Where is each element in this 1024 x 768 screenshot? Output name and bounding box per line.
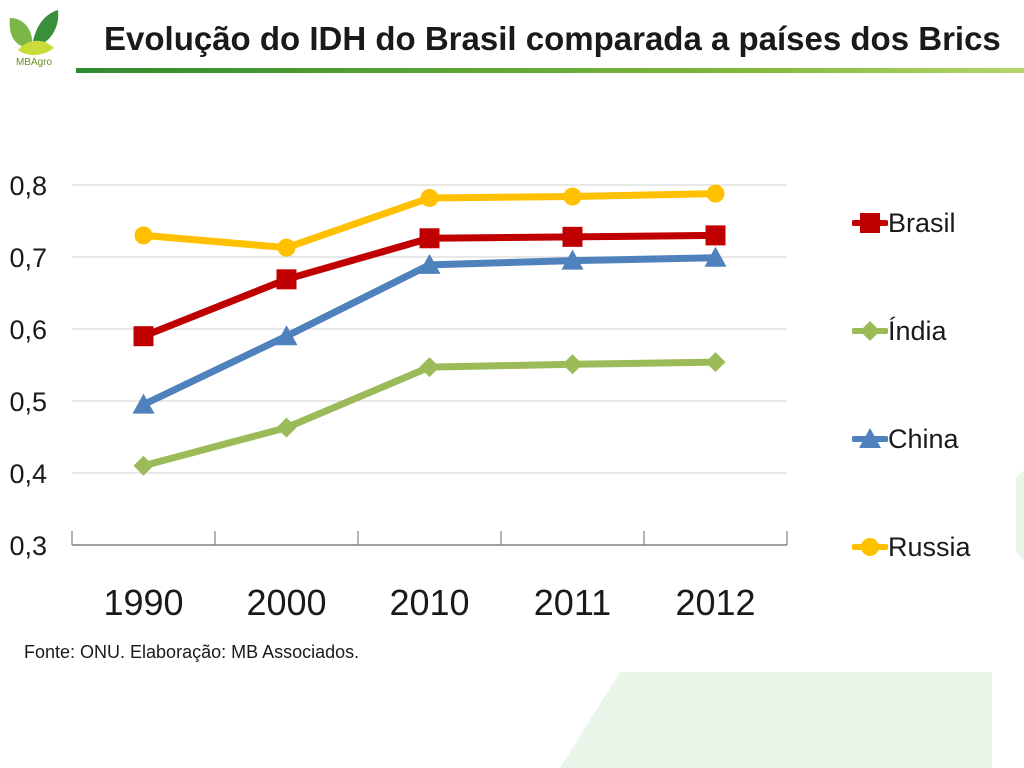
title-underline xyxy=(76,68,1024,73)
legend-item-india: Índia xyxy=(850,313,1020,349)
series-layer xyxy=(132,184,727,476)
x-tick-label: 2010 xyxy=(389,582,469,623)
legend-swatch-russia xyxy=(852,538,888,556)
data-point-brasil xyxy=(276,269,297,290)
data-point-russia xyxy=(706,184,725,203)
x-tick-label: 2012 xyxy=(675,582,755,623)
legend-swatch-china xyxy=(852,428,888,448)
data-point-brasil xyxy=(133,326,154,347)
data-point-china xyxy=(275,325,298,346)
data-point-india xyxy=(276,417,297,438)
legend-label: Russia xyxy=(888,532,971,562)
data-point-russia xyxy=(277,238,296,257)
data-point-china xyxy=(132,393,155,414)
legend-label: China xyxy=(888,424,959,454)
legend-swatch-india xyxy=(852,321,888,341)
x-tick-label: 2000 xyxy=(246,582,326,623)
y-tick-label: 0,3 xyxy=(9,531,47,561)
source-note: Fonte: ONU. Elaboração: MB Associados. xyxy=(24,642,360,662)
axis-layer xyxy=(71,531,788,546)
data-point-brasil xyxy=(562,226,583,247)
data-point-china xyxy=(704,246,727,267)
legend-swatch-marker xyxy=(860,321,880,341)
legend-label: Índia xyxy=(888,316,947,346)
label-layer: 0,3 0,4 0,5 0,6 0,7 0,8 1990 2000 2010 2011 2012 xyxy=(9,171,755,623)
data-point-india xyxy=(705,352,726,373)
grid-layer xyxy=(72,184,787,474)
data-point-india xyxy=(562,354,583,375)
series-line-india xyxy=(140,358,719,470)
y-tick-label: 0,5 xyxy=(9,387,47,417)
data-point-russia xyxy=(563,187,582,206)
x-tick-label: 2011 xyxy=(534,582,611,623)
data-point-russia xyxy=(420,188,439,207)
legend-swatch-marker xyxy=(861,538,879,556)
y-tick-label: 0,7 xyxy=(9,243,47,273)
data-point-brasil xyxy=(705,225,726,246)
page-title: Evolução do IDH do Brasil comparada a pa… xyxy=(104,20,1001,57)
y-tick-label: 0,6 xyxy=(9,315,47,345)
idh-line-chart: 0,3 0,4 0,5 0,6 0,7 0,8 1990 2000 2010 2011 2012 xyxy=(9,171,788,623)
data-point-china xyxy=(561,249,584,270)
legend-item-russia: Russia xyxy=(850,529,1020,565)
legend-swatch-brasil xyxy=(852,213,888,233)
data-point-russia xyxy=(134,226,153,245)
y-tick-label: 0,8 xyxy=(9,171,47,201)
legend-item-brasil: Brasil xyxy=(850,205,1020,241)
legend-swatch-marker xyxy=(860,213,880,233)
data-point-india xyxy=(419,357,440,378)
legend-label: Brasil xyxy=(888,208,956,238)
data-point-india xyxy=(133,455,154,476)
legend-swatch-marker xyxy=(859,428,881,448)
legend-item-china: China xyxy=(850,421,1020,457)
series-line-china xyxy=(140,254,719,409)
chart-legend: Brasil Índia China Russia xyxy=(850,195,1020,585)
y-tick-label: 0,4 xyxy=(9,459,47,489)
data-point-brasil xyxy=(419,228,440,249)
series-line-brasil xyxy=(140,231,719,340)
x-tick-label: 1990 xyxy=(103,582,183,623)
data-point-china xyxy=(418,253,441,274)
logo-text: MBAgro xyxy=(15,57,53,68)
mbagro-logo-icon xyxy=(9,10,59,56)
decorative-green-shape xyxy=(560,672,992,768)
